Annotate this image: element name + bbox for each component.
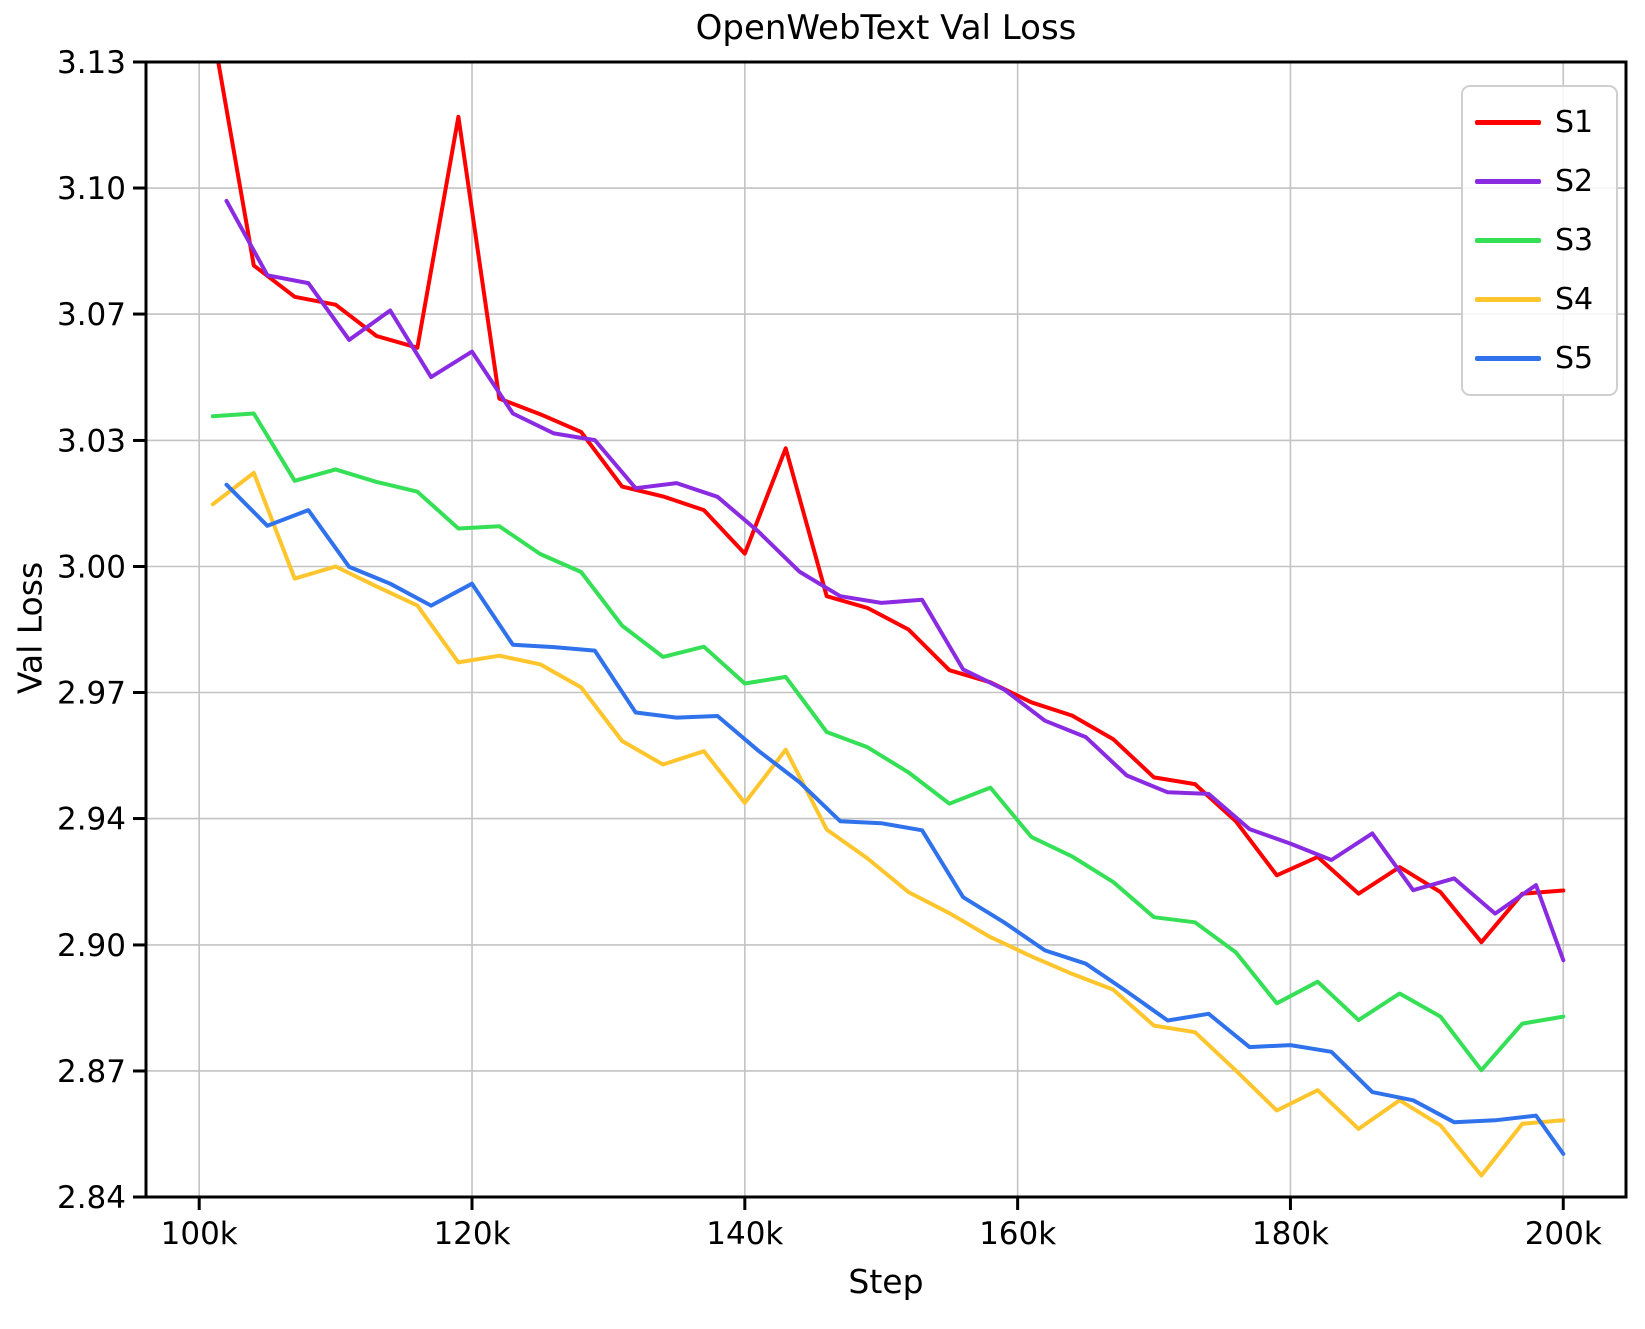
legend-line-swatch-s2 (1475, 179, 1541, 184)
legend: S1 S2 S3 S4 S5 (1461, 85, 1618, 396)
legend-label: S2 (1555, 163, 1594, 199)
y-tick-label: 3.07 (57, 297, 126, 333)
x-tick-label: 140k (706, 1216, 783, 1252)
chart-title: OpenWebText Val Loss (695, 8, 1077, 48)
legend-line-swatch-s4 (1475, 297, 1541, 302)
y-tick-label: 3.00 (57, 549, 126, 585)
legend-label: S3 (1555, 222, 1594, 258)
legend-line-swatch-s3 (1475, 238, 1541, 243)
y-tick-label: 2.94 (57, 802, 126, 838)
series-line-s5 (224, 482, 1566, 1156)
y-tick-label: 2.90 (57, 928, 126, 964)
series-line-s2 (224, 198, 1566, 963)
y-axis-label: Val Loss (10, 561, 50, 695)
y-tick-label: 2.97 (57, 676, 126, 712)
x-tick-label: 180k (1252, 1216, 1329, 1252)
plot-border (144, 60, 1628, 1199)
x-tick-label: 160k (979, 1216, 1056, 1252)
series-line-s3 (210, 411, 1566, 1073)
y-tick-label: 3.10 (57, 171, 126, 207)
plot-area (210, 62, 1566, 1178)
legend-line-swatch-s1 (1475, 120, 1541, 125)
legend-label: S4 (1555, 281, 1594, 317)
y-tick-label: 2.84 (57, 1180, 126, 1216)
x-tick-label: 100k (161, 1216, 238, 1252)
legend-item-s5: S5 (1475, 340, 1616, 376)
legend-item-s2: S2 (1475, 163, 1616, 199)
legend-label: S5 (1555, 340, 1594, 376)
legend-line-swatch-s5 (1475, 356, 1541, 361)
x-tick-label: 120k (433, 1216, 510, 1252)
series-line-s1 (216, 62, 1566, 945)
legend-item-s3: S3 (1475, 222, 1616, 258)
legend-item-s1: S1 (1475, 104, 1616, 140)
y-tick-label: 2.87 (57, 1054, 126, 1090)
y-tick-label: 3.13 (57, 45, 126, 81)
y-tick-label: 3.03 (57, 423, 126, 459)
x-axis-label: Step (848, 1262, 924, 1301)
legend-label: S1 (1555, 104, 1594, 140)
x-tick-label: 200k (1525, 1216, 1602, 1252)
legend-item-s4: S4 (1475, 281, 1616, 317)
series-line-s4 (210, 470, 1566, 1178)
